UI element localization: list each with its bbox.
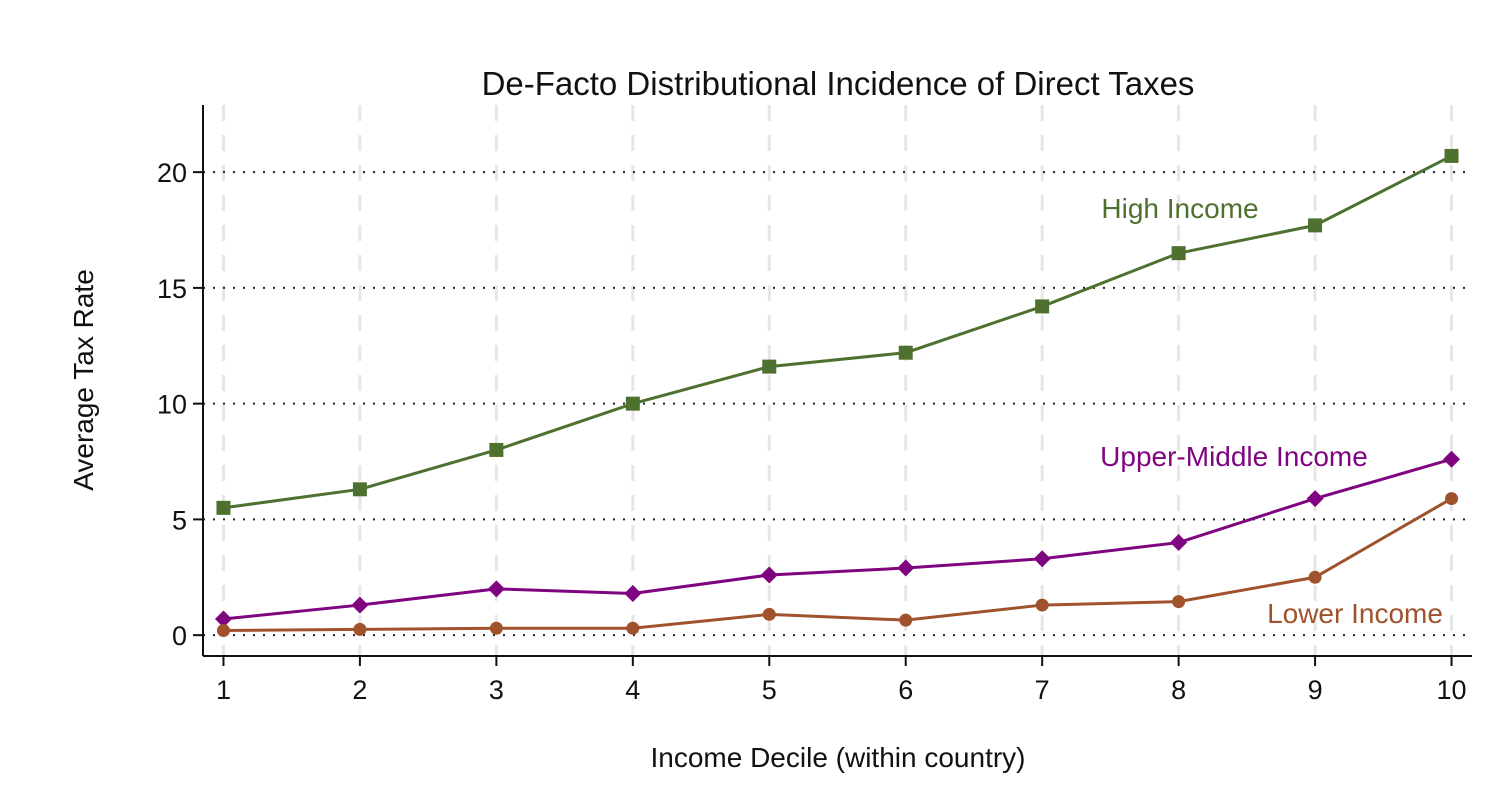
y-ticks: 0 5 10 15 20 — [157, 158, 203, 651]
grid — [203, 105, 1472, 656]
series-label-lower-income: Lower Income — [1267, 598, 1443, 629]
point-upper-middle-income-9 — [1306, 490, 1324, 508]
point-upper-middle-income-8 — [1170, 534, 1188, 552]
series-line-upper-middle-income — [223, 457, 1452, 621]
point-upper-middle-income-7 — [1033, 550, 1051, 568]
point-upper-middle-income-10 — [1443, 450, 1461, 468]
point-high-income-5 — [762, 359, 777, 374]
x-tick-label-3: 3 — [489, 675, 504, 705]
x-tick-label-6: 6 — [898, 675, 913, 705]
point-high-income-9 — [1308, 218, 1323, 233]
point-lower-income-3 — [489, 621, 503, 635]
point-upper-middle-income-2 — [351, 596, 369, 614]
point-lower-income-2 — [353, 622, 367, 636]
point-upper-middle-income-1 — [214, 610, 232, 628]
y-tick-label-15: 15 — [157, 274, 187, 304]
series-label-upper-middle-income: Upper-Middle Income — [1100, 441, 1368, 472]
x-tick-label-5: 5 — [762, 675, 777, 705]
x-tick-label-8: 8 — [1171, 675, 1186, 705]
point-upper-middle-income-3 — [487, 580, 505, 598]
point-lower-income-8 — [1172, 595, 1186, 609]
point-high-income-7 — [1035, 299, 1050, 314]
y-axis-label: Average Tax Rate — [68, 269, 99, 491]
x-tick-label-10: 10 — [1437, 675, 1467, 705]
point-lower-income-1 — [216, 624, 230, 638]
series-upper-middle-income — [214, 450, 1461, 628]
y-tick-label-5: 5 — [172, 505, 187, 535]
point-upper-middle-income-6 — [897, 559, 915, 577]
x-tick-label-2: 2 — [352, 675, 367, 705]
series-line-high-income — [223, 154, 1453, 510]
point-high-income-8 — [1171, 246, 1186, 261]
point-high-income-10 — [1444, 148, 1459, 163]
point-lower-income-4 — [626, 621, 640, 635]
x-tick-label-1: 1 — [216, 675, 231, 705]
x-tick-label-7: 7 — [1035, 675, 1050, 705]
chart-title: De-Facto Distributional Incidence of Dir… — [482, 65, 1195, 102]
y-tick-label-20: 20 — [157, 158, 187, 188]
x-tick-label-9: 9 — [1308, 675, 1323, 705]
point-lower-income-10 — [1445, 492, 1459, 506]
point-lower-income-7 — [1035, 598, 1049, 612]
x-ticks: 1 2 3 4 5 6 7 8 9 10 — [216, 656, 1467, 705]
series-high-income — [216, 148, 1459, 515]
point-lower-income-5 — [762, 607, 776, 621]
point-high-income-2 — [352, 482, 367, 497]
point-high-income-6 — [898, 345, 913, 360]
point-lower-income-6 — [899, 613, 913, 627]
point-lower-income-9 — [1308, 570, 1322, 584]
point-upper-middle-income-4 — [624, 584, 642, 602]
x-tick-label-4: 4 — [625, 675, 640, 705]
x-axis-label: Income Decile (within country) — [650, 742, 1025, 773]
axes — [202, 105, 1472, 657]
point-high-income-3 — [489, 442, 504, 457]
point-high-income-4 — [625, 396, 640, 411]
series-lower-income — [216, 492, 1459, 638]
series-group — [214, 148, 1461, 638]
point-high-income-1 — [216, 500, 231, 515]
y-tick-label-10: 10 — [157, 390, 187, 420]
series-line-lower-income — [223, 497, 1453, 633]
series-label-high-income: High Income — [1101, 193, 1258, 224]
y-tick-label-0: 0 — [172, 621, 187, 651]
series-labels: High Income Upper-Middle Income Lower In… — [1100, 193, 1443, 629]
point-upper-middle-income-5 — [760, 566, 778, 584]
